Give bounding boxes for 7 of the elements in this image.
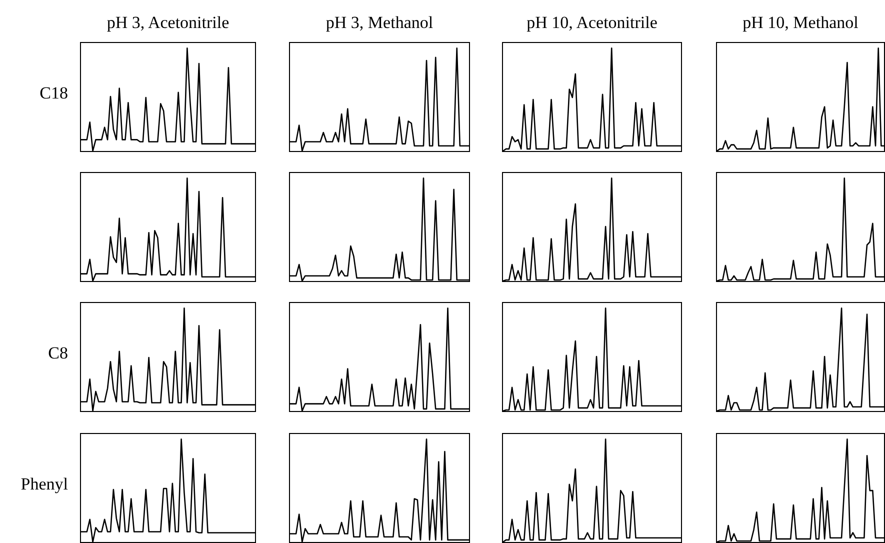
- chart-title: pH 3, Methanol: [326, 13, 434, 32]
- y-axis-title: C8: [48, 344, 68, 362]
- y-axis-title: Phenyl: [20, 474, 68, 494]
- chart-title: pH 10, Methanol: [742, 13, 859, 32]
- chart-title: pH 3, Acetonitrile: [106, 13, 230, 32]
- chart-title: pH 10, Acetonitrile: [526, 13, 658, 32]
- y-axis-title: C18: [40, 84, 68, 102]
